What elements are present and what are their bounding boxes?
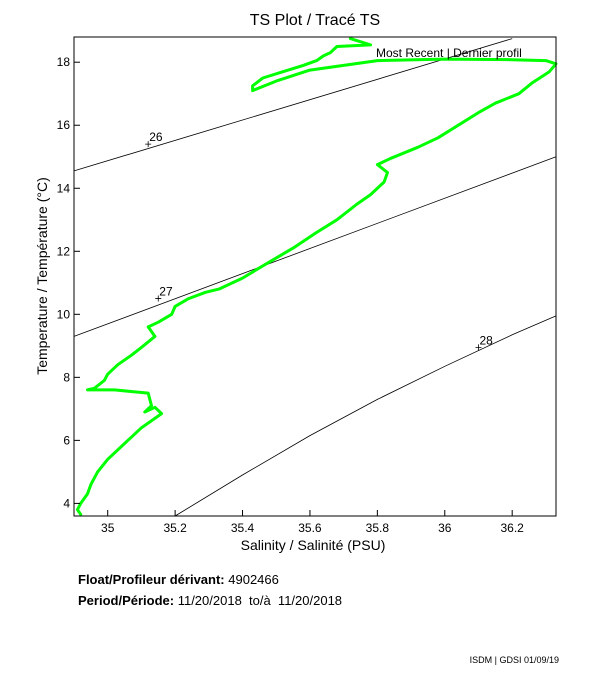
isopycnal-line-27 [73, 156, 557, 337]
x-tick-label: 35.4 [231, 521, 255, 535]
y-tick-label: 10 [57, 307, 71, 321]
x-tick-label: 35 [101, 521, 115, 535]
isopycnal-line-28 [174, 315, 557, 517]
isopycnal-label-26: 26 [149, 130, 163, 144]
x-tick-label: 35.8 [366, 521, 390, 535]
x-tick-label: 36 [438, 521, 452, 535]
period-value: 11/20/2018 to/à 11/20/2018 [177, 593, 343, 608]
x-axis-label: Salinity / Salinité (PSU) [241, 537, 386, 553]
y-tick-label: 12 [57, 244, 71, 258]
isopycnal-marker-28 [475, 344, 482, 351]
x-tick-label: 36.2 [501, 521, 525, 535]
float-value: 4902466 [228, 572, 279, 587]
x-tick-label: 35.2 [163, 521, 187, 535]
y-tick-label: 8 [63, 370, 70, 384]
period-info: Period/Période: 11/20/2018 to/à 11/20/20… [78, 593, 342, 608]
plot-frame [73, 36, 557, 517]
y-axis-label: Temperature / Température (°C) [34, 177, 50, 375]
series-line-0 [75, 37, 558, 516]
y-tick-label: 16 [57, 118, 71, 132]
ts-chart: TS Plot / Tracé TS 26 27 28 35 35.2 35.4 35.6… [34, 12, 558, 553]
period-label: Period/Période: [78, 593, 175, 608]
isopycnal-marker-27 [155, 295, 162, 302]
float-label: Float/Profileur dérivant: [78, 572, 225, 587]
isopycnal-label-27: 27 [159, 285, 173, 299]
series-layer [75, 37, 558, 516]
y-tick-label: 14 [57, 181, 71, 195]
isopycnal-marker-26 [145, 141, 152, 148]
float-info: Float/Profileur dérivant: 4902466 [78, 572, 279, 587]
x-tick-label: 35.6 [298, 521, 322, 535]
y-tick-label: 18 [57, 55, 71, 69]
y-tick-label: 4 [63, 496, 70, 510]
y-tick-label: 6 [63, 433, 70, 447]
legend-label: Most Recent | Dernier profil [376, 46, 522, 60]
chart-title: TS Plot / Tracé TS [250, 12, 380, 29]
footer-credit: ISDM | GDSI 01/09/19 [469, 655, 559, 665]
y-tick-layer: 4 6 8 10 12 14 16 18 [57, 55, 80, 510]
isopycnal-label-28: 28 [480, 333, 494, 347]
x-tick-layer: 35 35.2 35.4 35.6 35.8 36 36.2 [101, 510, 524, 535]
